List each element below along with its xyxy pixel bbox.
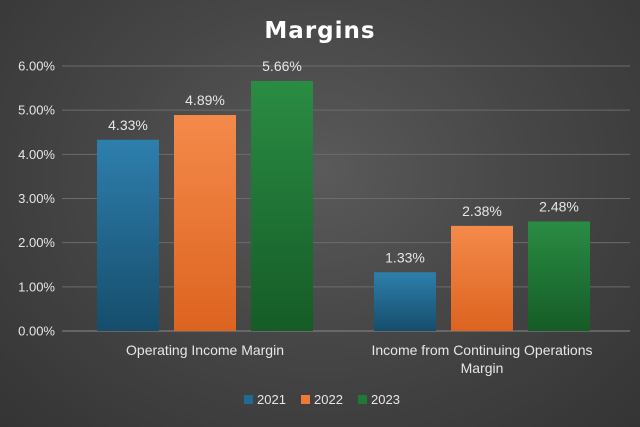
- y-tick-label: 5.00%: [18, 103, 55, 118]
- data-label: 4.33%: [108, 117, 148, 133]
- y-tick-label: 6.00%: [18, 59, 55, 74]
- data-label: 5.66%: [262, 58, 302, 74]
- legend-label-2022: 2022: [314, 392, 343, 407]
- legend-swatch-2022: [301, 395, 310, 404]
- bar-2021-continuing-ops-margin: [374, 272, 436, 331]
- legend-swatch-2023: [358, 395, 367, 404]
- bars: [97, 81, 590, 332]
- x-category-label: Income from Continuing Operations Margin: [372, 342, 593, 376]
- legend-swatch-2021: [244, 395, 253, 404]
- x-axis-categories: Operating Income Margin Income from Conti…: [126, 342, 592, 376]
- legend-label-2021: 2021: [257, 392, 286, 407]
- y-tick-label: 0.00%: [18, 324, 55, 339]
- bar-2022-continuing-ops-margin: [451, 225, 513, 331]
- data-label: 4.89%: [185, 92, 225, 108]
- data-label: 2.48%: [539, 198, 579, 214]
- bar-2021-operating-income-margin: [97, 139, 159, 331]
- legend-label-2023: 2023: [371, 392, 400, 407]
- y-tick-label: 4.00%: [18, 147, 55, 162]
- bar-2022-operating-income-margin: [174, 115, 236, 332]
- y-tick-label: 2.00%: [18, 235, 55, 250]
- chart-title: Margins: [264, 18, 375, 44]
- y-tick-label: 1.00%: [18, 279, 55, 294]
- y-tick-label: 3.00%: [18, 191, 55, 206]
- data-label: 2.38%: [462, 203, 502, 219]
- bar-2023-operating-income-margin: [251, 81, 313, 332]
- data-label: 1.33%: [385, 249, 425, 265]
- legend: 2021 2022 2023: [244, 392, 400, 407]
- bar-2023-continuing-ops-margin: [528, 221, 590, 331]
- y-axis-ticks: 0.00% 1.00% 2.00% 3.00% 4.00% 5.00% 6.00%: [18, 59, 55, 339]
- x-category-label: Operating Income Margin: [126, 342, 284, 358]
- data-labels: 4.33% 4.89% 5.66% 1.33% 2.38% 2.48%: [108, 58, 579, 265]
